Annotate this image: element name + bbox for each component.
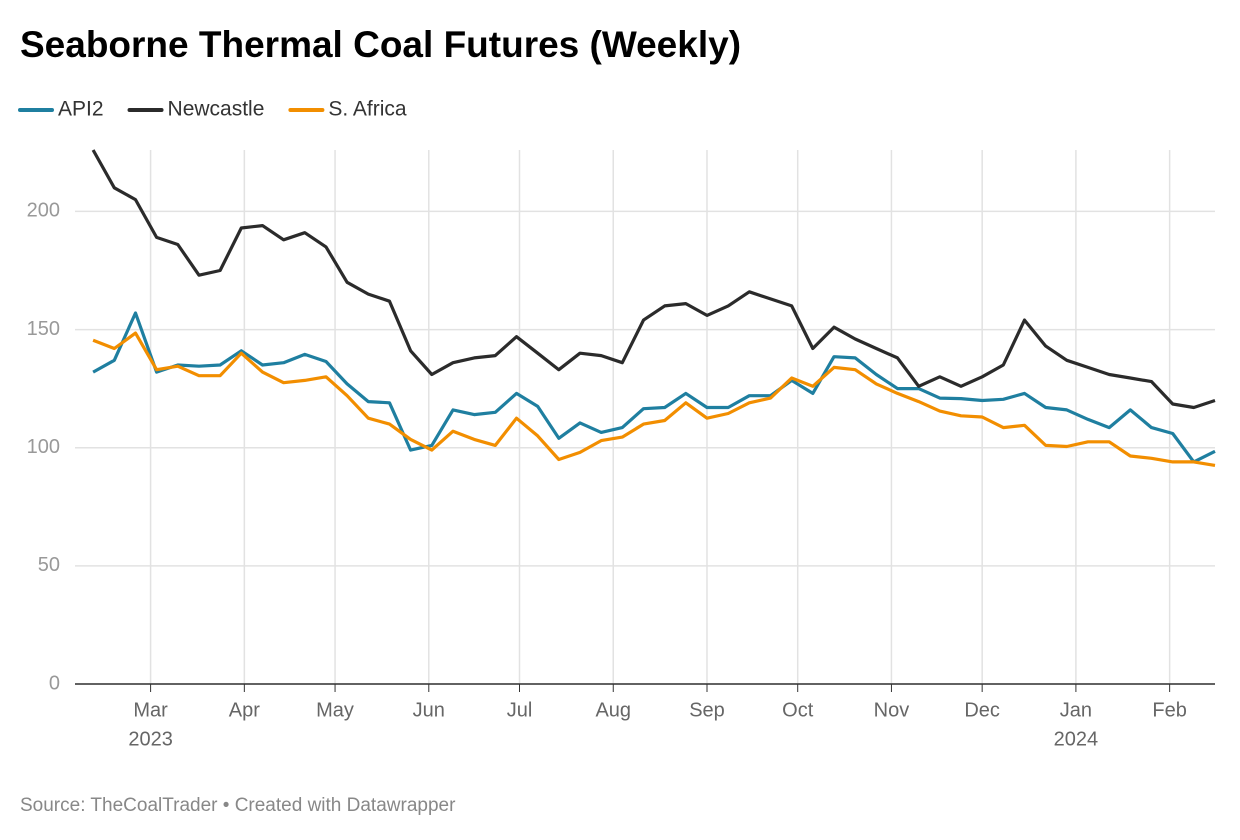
x-tick-label: Sep bbox=[689, 699, 725, 721]
series-line bbox=[92, 331, 1216, 467]
y-tick-label: 100 bbox=[27, 436, 60, 458]
y-tick-label: 0 bbox=[49, 672, 60, 694]
y-tick-label: 150 bbox=[27, 318, 60, 340]
x-tick-label: Dec bbox=[964, 699, 1000, 721]
x-tick-label: Mar bbox=[133, 699, 168, 721]
source-note: Source: TheCoalTrader • Created with Dat… bbox=[20, 795, 456, 816]
series-line bbox=[91, 149, 1216, 410]
x-tick-year-label: 2023 bbox=[128, 728, 173, 750]
x-tick-label: Nov bbox=[874, 699, 910, 721]
legend-label: Newcastle bbox=[168, 98, 265, 121]
x-tick-label: Apr bbox=[229, 699, 260, 721]
y-tick-label: 200 bbox=[27, 200, 60, 222]
y-tick-label: 50 bbox=[38, 554, 60, 576]
x-tick-label: Jun bbox=[413, 699, 445, 721]
x-tick-label: Feb bbox=[1152, 699, 1186, 721]
legend-label: API2 bbox=[58, 98, 104, 121]
x-tick-label: Jul bbox=[507, 699, 533, 721]
chart-title: Seaborne Thermal Coal Futures (Weekly) bbox=[20, 24, 741, 65]
legend-label: S. Africa bbox=[328, 98, 407, 121]
series-line bbox=[92, 311, 1216, 464]
x-tick-year-label: 2024 bbox=[1054, 728, 1099, 750]
x-tick-label: Oct bbox=[782, 699, 814, 721]
x-tick-label: Jan bbox=[1060, 699, 1092, 721]
x-tick-label: Aug bbox=[595, 699, 631, 721]
x-tick-label: May bbox=[316, 699, 354, 721]
